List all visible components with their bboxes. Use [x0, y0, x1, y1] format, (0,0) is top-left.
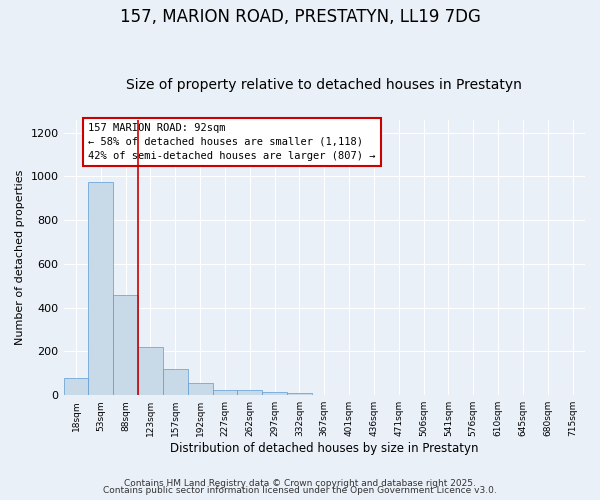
Bar: [212, 390, 238, 395]
Bar: [262, 392, 287, 395]
Bar: [64, 378, 88, 395]
Text: Contains public sector information licensed under the Open Government Licence v3: Contains public sector information licen…: [103, 486, 497, 495]
X-axis label: Distribution of detached houses by size in Prestatyn: Distribution of detached houses by size …: [170, 442, 479, 455]
Text: 157 MARION ROAD: 92sqm
← 58% of detached houses are smaller (1,118)
42% of semi-: 157 MARION ROAD: 92sqm ← 58% of detached…: [88, 123, 376, 161]
Bar: [88, 182, 113, 395]
Title: Size of property relative to detached houses in Prestatyn: Size of property relative to detached ho…: [127, 78, 522, 92]
Bar: [138, 347, 163, 395]
Bar: [188, 383, 212, 395]
Y-axis label: Number of detached properties: Number of detached properties: [15, 170, 25, 345]
Bar: [163, 369, 188, 395]
Text: Contains HM Land Registry data © Crown copyright and database right 2025.: Contains HM Land Registry data © Crown c…: [124, 478, 476, 488]
Bar: [113, 294, 138, 395]
Bar: [287, 393, 312, 395]
Bar: [238, 390, 262, 395]
Text: 157, MARION ROAD, PRESTATYN, LL19 7DG: 157, MARION ROAD, PRESTATYN, LL19 7DG: [119, 8, 481, 26]
